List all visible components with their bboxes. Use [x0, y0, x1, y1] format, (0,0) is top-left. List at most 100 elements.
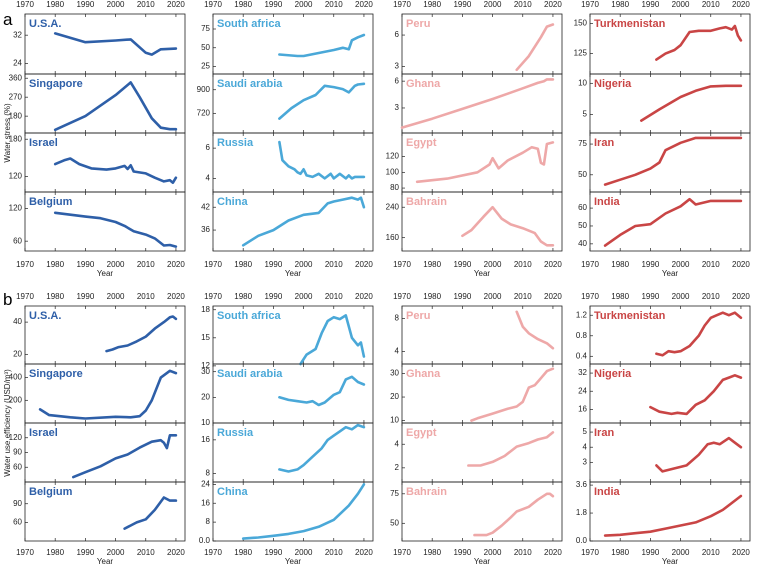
- y-tick-label: 400: [9, 373, 23, 382]
- panel-title: Nigeria: [594, 368, 632, 380]
- panel-saudi-arabia: 720 900 Saudi arabia: [197, 73, 374, 134]
- y-tick-label: 200: [9, 395, 23, 404]
- x-tick-label: 2020: [544, 548, 562, 557]
- panel-israel: 60 90 120 Israel: [9, 422, 186, 483]
- panel-saudi-arabia: 10 20 30 Saudi arabia: [201, 363, 374, 427]
- x-tick-label: 2000: [107, 548, 125, 557]
- y-tick-label: 16: [201, 498, 210, 507]
- panel-title: Ghana: [406, 368, 441, 380]
- x-tick-label: 1970: [16, 548, 34, 557]
- series-line: [461, 205, 555, 247]
- panel-india: 40 50 60 India: [578, 191, 751, 252]
- x-tick-label-top: 1970: [16, 0, 34, 9]
- y-tick-label: 32: [13, 30, 22, 39]
- x-tick-label-top: 1990: [641, 292, 659, 301]
- series-line: [241, 196, 366, 247]
- y-tick-label: 75: [201, 24, 210, 33]
- y-tick-label: 6: [395, 30, 400, 39]
- x-tick-label: 2010: [325, 548, 343, 557]
- x-tick-label: 1980: [46, 260, 64, 269]
- panel-title: Egypt: [406, 137, 437, 149]
- panel-china: 0.0 8 16 24 China: [199, 479, 374, 545]
- panel-title: Israel: [29, 427, 58, 439]
- panel-bahrain: 50 75 Bahrain: [390, 481, 563, 542]
- y-tick-label: 0.8: [576, 331, 588, 340]
- y-tick-label: 20: [201, 392, 210, 401]
- x-tick-label: 1970: [393, 260, 411, 269]
- panel-turkmenistan: 125 150 Turkmenistan: [574, 13, 751, 75]
- panel-frame: [589, 481, 751, 542]
- panel-title: Saudi arabia: [217, 78, 283, 90]
- panel-u-s-a-: 24 32 U.S.A.: [13, 13, 186, 75]
- x-tick-label-top: 2010: [514, 0, 532, 9]
- y-tick-label: 40: [13, 317, 22, 326]
- panel-egypt: 2 4 Egypt: [395, 422, 563, 483]
- x-tick-label-top: 2000: [672, 292, 690, 301]
- y-tick-label: 42: [201, 202, 210, 211]
- x-tick-label-top: 1990: [453, 292, 471, 301]
- series-line: [72, 434, 178, 479]
- figure-label: a: [3, 10, 13, 29]
- x-tick-label-top: 1970: [16, 292, 34, 301]
- x-tick-label-top: 2010: [137, 292, 155, 301]
- panel-frame: [24, 481, 186, 542]
- x-tick-label: 2010: [325, 260, 343, 269]
- y-tick-label: 3.6: [576, 480, 588, 489]
- x-axis-label: Year: [285, 557, 302, 566]
- panel-title: Bahrain: [406, 486, 447, 498]
- panel-russia: 8 16 Russia: [201, 422, 374, 483]
- y-tick-label: 360: [9, 73, 23, 82]
- series-line: [53, 32, 178, 56]
- x-tick-label-top: 1970: [581, 292, 599, 301]
- panel-south-africa: 25 50 75 South africa: [201, 13, 374, 75]
- x-axis-label: Year: [662, 557, 679, 566]
- x-tick-label-top: 1990: [641, 0, 659, 9]
- x-tick-label: 1990: [264, 548, 282, 557]
- x-tick-label-top: 2020: [355, 0, 373, 9]
- x-tick-label-top: 2020: [732, 292, 750, 301]
- x-tick-label-top: 2010: [702, 0, 720, 9]
- series-line: [241, 483, 366, 540]
- y-tick-label: 5: [583, 109, 588, 118]
- y-tick-label: 50: [390, 518, 399, 527]
- x-tick-label: 2000: [107, 260, 125, 269]
- panel-china: 36 42 China: [201, 191, 374, 252]
- panel-singapore: 180 270 360 Singapore: [9, 73, 186, 134]
- y-tick-label: 100: [386, 167, 400, 176]
- x-tick-label: 2010: [514, 260, 532, 269]
- x-tick-label-top: 2020: [544, 0, 562, 9]
- panel-ghana: 3 6 Ghana: [395, 73, 563, 134]
- x-tick-label: 2020: [167, 260, 185, 269]
- series-line: [123, 496, 178, 530]
- y-tick-label: 15: [201, 333, 210, 342]
- y-tick-label: 16: [201, 435, 210, 444]
- series-line: [53, 211, 178, 248]
- panel-israel: 120 180 Israel: [9, 132, 186, 193]
- x-tick-label-top: 2000: [107, 0, 125, 9]
- y-tick-label: 40: [578, 239, 587, 248]
- x-tick-label: 2000: [672, 548, 690, 557]
- series-line: [470, 367, 555, 422]
- panel-title: Belgium: [29, 486, 73, 498]
- x-tick-label-top: 1980: [611, 292, 629, 301]
- series-line: [655, 24, 743, 61]
- y-tick-label: 25: [201, 62, 210, 71]
- x-tick-label: 2020: [167, 548, 185, 557]
- y-tick-label: 18: [201, 305, 210, 314]
- series-line: [400, 78, 555, 129]
- y-tick-label: 60: [13, 462, 22, 471]
- x-tick-label: 1980: [611, 260, 629, 269]
- series-line: [603, 136, 743, 186]
- series-line: [640, 84, 743, 122]
- panel-title: Israel: [29, 137, 58, 149]
- panel-peru: 4 8 Peru: [395, 305, 563, 365]
- series-line: [278, 375, 366, 407]
- y-tick-label: 75: [390, 489, 399, 498]
- x-tick-label: 2010: [702, 260, 720, 269]
- x-tick-label: 1970: [16, 260, 34, 269]
- y-tick-label: 180: [9, 134, 23, 143]
- y-tick-label: 1.8: [576, 508, 588, 517]
- x-tick-label: 1980: [234, 260, 252, 269]
- panel-title: China: [217, 196, 248, 208]
- x-tick-label: 1980: [611, 548, 629, 557]
